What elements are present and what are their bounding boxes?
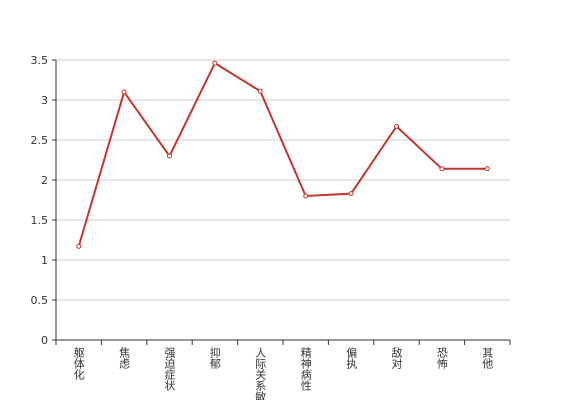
x-tick-label: 强迫症状 [163, 347, 176, 391]
y-tick-label: 3.5 [31, 54, 49, 67]
y-tick-label: 1 [41, 254, 48, 267]
point [76, 243, 82, 249]
point [394, 123, 399, 129]
x-tick-label: 抑郁 [208, 346, 221, 369]
x-tick-label: 躯体化 [72, 347, 85, 381]
x-tick-label: 偏执 [345, 346, 358, 370]
point [121, 89, 127, 95]
x-tick-label: 敌对 [390, 346, 403, 369]
point [257, 88, 263, 94]
x-tick-label: 恐怖 [435, 347, 448, 369]
point [212, 60, 218, 66]
x-tick-label: 其他 [481, 347, 494, 369]
point [439, 166, 445, 172]
x-tick-label: 精神病性 [299, 347, 312, 392]
line [77, 61, 488, 247]
y-tick-label: 2 [41, 174, 48, 187]
point [484, 166, 490, 172]
y-tick-label: 3 [41, 94, 48, 107]
point [167, 153, 172, 159]
y-tick-label: 0 [41, 334, 48, 347]
point [348, 191, 354, 197]
y-tick-label: 1.5 [31, 214, 49, 227]
y-tick-label: 0.5 [31, 294, 49, 307]
x-tick-label: 焦虑 [118, 347, 131, 369]
x-tick-label: 人际关系敏感 [254, 347, 267, 400]
y-tick-label: 2.5 [31, 134, 49, 147]
point [303, 193, 309, 199]
